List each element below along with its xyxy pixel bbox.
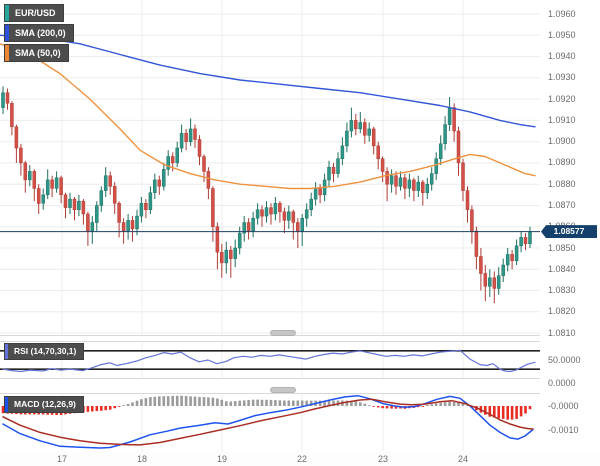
rsi-series-color-bar	[5, 344, 8, 359]
time-axis-label: 23	[377, 454, 389, 464]
price-axis[interactable]: 1.08577 1.0960 1.0950 1.0940 1.0930 1.0920 1.…	[540, 0, 600, 451]
macd-label: MACD (12,26,9)	[14, 399, 76, 409]
price-axis-label: 1.0820	[548, 306, 576, 317]
macd-axis-label: -0.0010	[548, 424, 579, 435]
price-axis-label: 1.0840	[548, 263, 576, 274]
legend-symbol[interactable]: EUR/USD	[5, 5, 63, 21]
main-price-pane[interactable]	[0, 0, 540, 335]
rsi-label: RSI (14,70,30,1)	[14, 346, 77, 356]
price-axis-label: 1.0900	[548, 136, 576, 147]
macd-axis-label: -0.0000	[548, 400, 579, 411]
sma50-series-color-bar	[5, 45, 9, 61]
sma200-label: SMA (200,0)	[15, 28, 66, 38]
price-axis-label: 1.0830	[548, 285, 576, 296]
time-axis-label: 17	[56, 454, 68, 464]
price-axis-label: 1.0920	[548, 93, 576, 104]
time-axis[interactable]: 17 18 19 22 23 24	[0, 451, 600, 466]
macd-series-color-bar	[5, 397, 8, 412]
symbol-label: EUR/USD	[15, 8, 56, 18]
price-axis-label: 1.0950	[548, 29, 576, 40]
price-axis-label: 1.0890	[548, 157, 576, 168]
price-axis-label: 1.0870	[548, 199, 576, 210]
price-axis-label: 1.0910	[548, 114, 576, 125]
sma200-series-color-bar	[5, 25, 9, 41]
rsi-pane-bottom-border	[0, 378, 540, 379]
legend-rsi[interactable]: RSI (14,70,30,1)	[5, 344, 84, 359]
time-axis-label: 22	[296, 454, 308, 464]
price-axis-label: 1.0960	[548, 8, 576, 19]
rsi-axis-label: 0.0000	[548, 377, 576, 388]
macd-pane-top-border	[0, 393, 540, 394]
pane-resize-grip-rsi[interactable]	[270, 330, 296, 336]
legend-macd[interactable]: MACD (12,26,9)	[5, 397, 83, 412]
time-axis-label: 24	[457, 454, 469, 464]
price-axis-label: 1.0850	[548, 242, 576, 253]
pane-resize-grip-macd[interactable]	[270, 387, 296, 393]
price-axis-label: 1.0930	[548, 72, 576, 83]
last-price-tag: 1.08577	[541, 225, 597, 239]
legend-sma200[interactable]: SMA (200,0)	[5, 25, 73, 41]
price-axis-label: 1.0810	[548, 327, 576, 338]
price-axis-label: 1.0880	[548, 178, 576, 189]
main-pane-bottom-border	[0, 335, 540, 336]
time-axis-label: 19	[216, 454, 228, 464]
legend-sma50[interactable]: SMA (50,0)	[5, 45, 68, 61]
symbol-series-color-bar	[5, 5, 9, 21]
rsi-pane-top-border	[0, 341, 540, 342]
price-axis-label: 1.0940	[548, 51, 576, 62]
sma50-label: SMA (50,0)	[15, 48, 61, 58]
time-axis-label: 18	[136, 454, 148, 464]
rsi-axis-label: 50.0000	[548, 354, 581, 365]
